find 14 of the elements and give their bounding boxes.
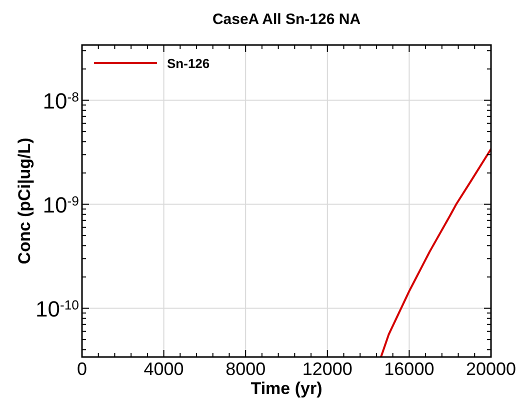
x-tick-label: 16000 [384,359,434,379]
line-series [380,148,491,357]
y-tick-label: 10$^{-9}$ [42,192,79,218]
x-tick-label: 8000 [226,359,266,379]
y-axis-title: Conc (pCi|ug/L) [15,138,34,264]
chart-title: CaseA All Sn-126 NA [212,11,361,28]
y-tick-label: 10$^{-10}$ [35,296,79,322]
x-tick-label: 4000 [144,359,184,379]
x-tick-label: 0 [76,359,88,379]
legend-label: Sn-126 [167,56,210,71]
x-tick-label: 20000 [466,359,516,379]
x-tick-label: 12000 [302,359,352,379]
y-tick-label: 10$^{-8}$ [42,88,79,114]
x-axis-title: Time (yr) [250,379,322,398]
